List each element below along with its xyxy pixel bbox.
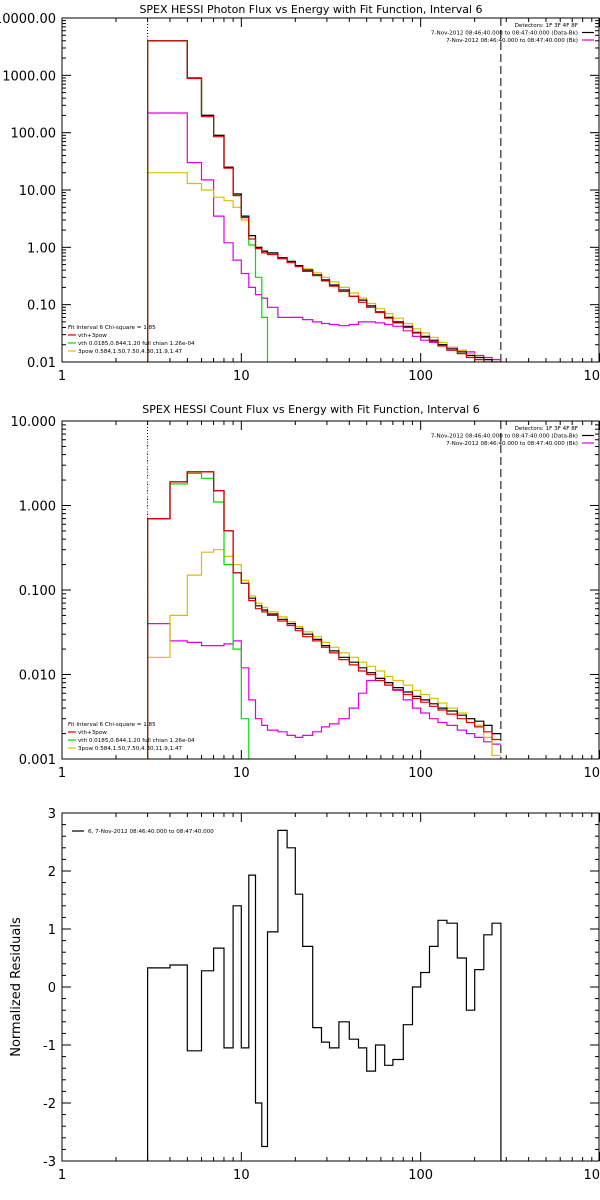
y-tick-label: 10.000 — [11, 415, 57, 430]
legend-top-right: Detectors: 1F 3F 4F 8F 7-Nov-2012 08:46:4… — [431, 23, 594, 44]
series-line-5 — [147, 172, 501, 362]
y-tick-label: 0.001 — [19, 753, 56, 768]
legend-entry: Detectors: 1F 3F 4F 8F — [515, 23, 578, 29]
series-line-2 — [147, 40, 493, 362]
y-tick-label: 0.100 — [19, 584, 56, 599]
plot-frame — [61, 17, 600, 363]
legend-entry: 7-Nov-2012 08:46:40.000 to 08:47:40.000 … — [446, 38, 578, 44]
y-tick-label: 2 — [48, 865, 56, 880]
legend-bottom-left: Fit Interval 6 Chi-square = 1.85 vth+3pow… — [68, 325, 195, 355]
series-line-3 — [147, 472, 250, 759]
chart-panel-1: SPEX HESSI Photon Flux vs Energy with Fi… — [0, 3, 600, 384]
plot-frame — [61, 420, 600, 760]
y-tick-label: 3 — [48, 807, 56, 822]
series-line-1 — [147, 829, 502, 1161]
legend-entry: Detectors: 1F 3F 4F 8F — [515, 426, 578, 432]
y-tick-label: 0 — [48, 981, 56, 996]
chart-panel-3: 1 10 100 1000 -3 -2 -1 0 1 2 3 Normalized Residuals… — [9, 807, 600, 1183]
series-line-3 — [147, 40, 269, 362]
data-series — [147, 829, 502, 1161]
chart-panel-2: SPEX HESSI Count Flux vs Energy with Fit… — [11, 403, 600, 781]
legend-entry: vth+3pow — [78, 730, 107, 736]
data-series — [147, 471, 501, 759]
y-tick-label: -3 — [43, 1155, 56, 1170]
x-tick-label: 10 — [233, 766, 250, 781]
legend-entry: vth 0.0185,0.844,1.20 full chian 1.26e-0… — [78, 341, 195, 347]
y-tick-label: 100.00 — [11, 127, 57, 142]
series-line-4 — [147, 112, 501, 362]
y-axis: 0.001 0.010 0.100 1.000 10.000 — [11, 415, 599, 768]
y-tick-label: 1.000 — [19, 500, 56, 515]
legend-entry: Fit Interval 6 Chi-square = 1.85 — [68, 325, 156, 331]
y-tick-label: 0.010 — [19, 669, 56, 684]
x-axis: 1 10 100 1000 — [58, 18, 600, 384]
x-tick-label: 100 — [408, 369, 433, 384]
legend-entry: 3pow 0.584,1.50,7.50,4.30,11.9,1.47 — [78, 746, 183, 752]
series-line-1 — [147, 40, 501, 362]
legend-entry: Fit Interval 6 Chi-square = 1.85 — [68, 722, 156, 728]
series-line-2 — [147, 471, 501, 759]
legend-entry: 7-Nov-2012 08:46:40.000 to 08:47:40.000 … — [431, 434, 578, 440]
y-axis-label: Normalized Residuals — [9, 917, 24, 1057]
y-tick-label: 10000.00 — [0, 12, 56, 27]
chart-title: SPEX HESSI Count Flux vs Energy with Fit… — [142, 403, 479, 416]
x-tick-label: 10 — [233, 1168, 250, 1183]
chart-title: SPEX HESSI Photon Flux vs Energy with Fi… — [139, 3, 482, 16]
legend-entry: 6, 7-Nov-2012 08:46:40.000 to 08:47:40.0… — [88, 829, 214, 835]
x-tick-label: 100 — [408, 1168, 433, 1183]
x-tick-label: 1 — [58, 1168, 66, 1183]
y-tick-label: 1000.00 — [2, 69, 56, 84]
legend-entry: vth+3pow — [78, 333, 107, 339]
legend-entry: vth 0.0185,0.844,1.20 full chian 1.26e-0… — [78, 738, 195, 744]
series-line-1 — [147, 471, 501, 759]
x-axis: 1 10 100 1000 — [58, 421, 600, 781]
x-tick-label: 1 — [58, 766, 66, 781]
legend-entry: 7-Nov-2012 08:46:40.000 to 08:47:40.000 … — [431, 31, 578, 37]
y-axis: 0.01 0.10 1.00 10.00 100.00 1000.00 10000.00 — [0, 12, 599, 371]
plot-frame — [61, 812, 600, 1162]
x-tick-label: 1000 — [583, 766, 600, 781]
legend-entry: 7-Nov-2012 08:46:40.000 to 08:47:40.000 … — [446, 441, 578, 447]
x-tick-label: 10 — [233, 369, 250, 384]
series-line-5 — [147, 549, 501, 759]
x-tick-label: 100 — [408, 766, 433, 781]
y-tick-label: 0.01 — [27, 356, 56, 371]
y-tick-label: -2 — [43, 1097, 56, 1112]
x-axis: 1 10 100 1000 — [58, 813, 600, 1183]
data-series — [147, 40, 501, 362]
y-tick-label: 0.10 — [27, 299, 56, 314]
x-tick-label: 1000 — [583, 369, 600, 384]
y-tick-label: -1 — [43, 1039, 56, 1054]
x-tick-label: 1000 — [583, 1168, 600, 1183]
y-tick-label: 10.00 — [19, 184, 56, 199]
legend-bottom-left: Fit Interval 6 Chi-square = 1.85 vth+3pow… — [68, 722, 195, 752]
y-axis: -3 -2 -1 0 1 2 3 — [43, 807, 599, 1170]
series-line-4 — [147, 623, 501, 759]
legend-entry: 3pow 0.584,1.50,7.50,4.30,11.9,1.47 — [78, 349, 183, 355]
legend-top-right: Detectors: 1F 3F 4F 8F 7-Nov-2012 08:46:4… — [431, 426, 594, 447]
x-tick-label: 1 — [58, 369, 66, 384]
y-tick-label: 1 — [48, 923, 56, 938]
legend-top-left: 6, 7-Nov-2012 08:46:40.000 to 08:47:40.0… — [72, 829, 214, 835]
y-tick-label: 1.00 — [27, 241, 56, 256]
